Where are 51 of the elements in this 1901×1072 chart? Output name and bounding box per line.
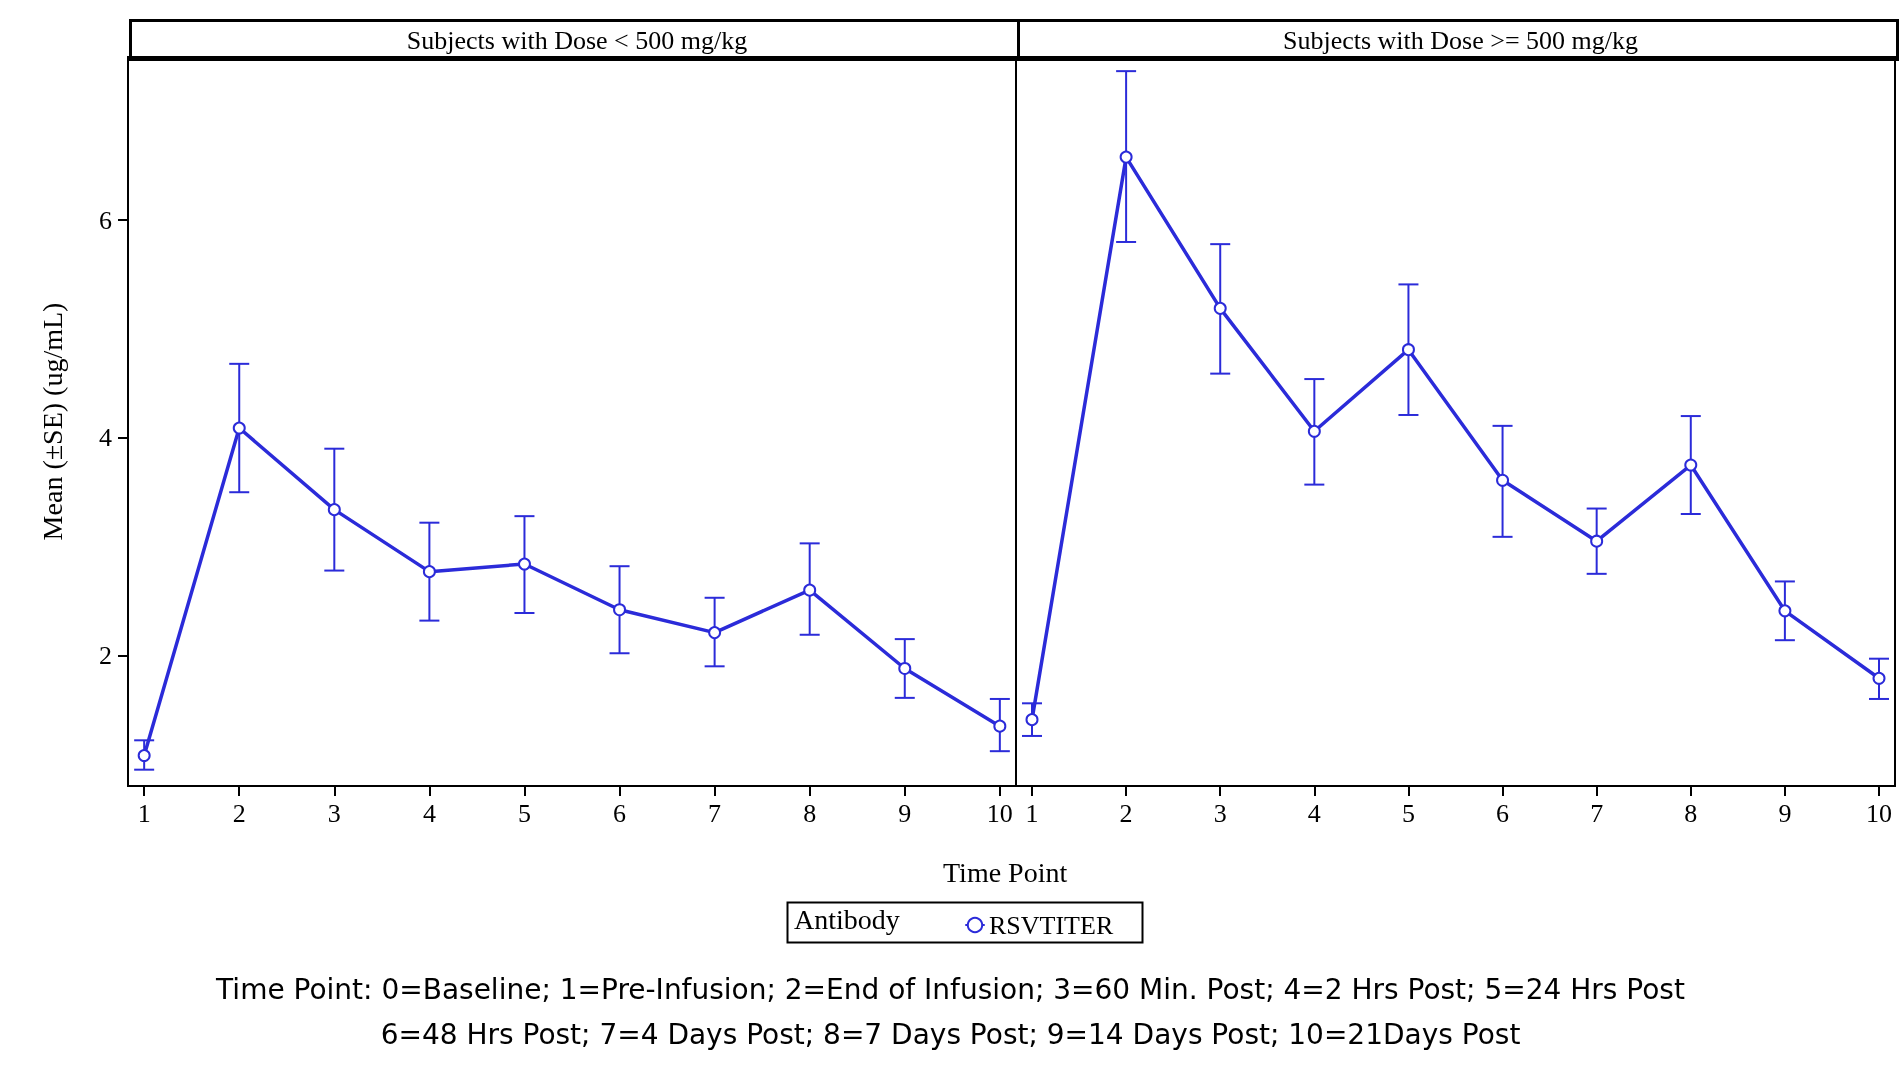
point [1684,458,1698,472]
text: 6=48 Hrs Post; 7=4 Days Post; 8=7 Days Post; 9=14 Days Post; 10=21Days Post [380,1017,1521,1051]
x-axis-title: Time Point [943,856,1068,888]
point [1119,150,1133,164]
x-tick-label: 8 [1684,798,1698,828]
point [327,503,341,517]
point [1025,713,1039,727]
y-tick-label: 6 [99,205,112,235]
x-tick-label: 1 [1025,798,1039,828]
x-tick-label: 4 [1307,798,1321,828]
x-tick-label: 7 [708,798,722,828]
x-tick-label: 6 [1496,798,1510,828]
y-tick-label: 2 [99,640,112,670]
point [517,557,531,571]
point [1590,534,1604,548]
point [1778,604,1792,618]
x-tick-label: 4 [422,798,436,828]
x-tick-label: 2 [1119,798,1133,828]
chart-title: Subjects with Dose < 500 mg/kg [406,25,748,55]
chart-title: Subjects with Dose >= 500 mg/kg [1282,25,1639,55]
y-axis-title: Mean (±SE) (ug/mL) [36,302,68,541]
point [1213,301,1227,315]
legend-label: RSVTITER [989,910,1114,940]
y-tick-label: 4 [99,423,112,453]
x-tick-label: 6 [613,798,627,828]
x-tick-label: 9 [1778,798,1792,828]
point [422,565,436,579]
x-tick-label: 3 [327,798,341,828]
point [1496,473,1510,487]
x-tick-label: 7 [1590,798,1604,828]
point [803,583,817,597]
point [232,421,246,435]
point [1401,343,1415,357]
x-tick-label: 1 [137,798,151,828]
legend-title: Antibody [794,903,900,935]
x-tick-label: 5 [1401,798,1415,828]
x-tick-label: 5 [517,798,531,828]
x-tick-label: 3 [1213,798,1227,828]
point [613,603,627,617]
point [1307,424,1321,438]
x-tick-label: 10 [1866,798,1892,828]
point [898,661,912,675]
x-tick-label: 9 [898,798,912,828]
point [708,626,722,640]
x-tick-label: 10 [986,798,1013,828]
point [1872,671,1886,685]
point [137,749,151,763]
point [993,719,1007,733]
x-tick-label: 8 [803,798,817,828]
text: Time Point: 0=Baseline; 1=Pre-Infusion; 2=End of Infusion; 3=60 Min. Post; 4=2 Hrs Post; 5=24 Hrs Post [215,972,1685,1006]
x-tick-label: 2 [232,798,246,828]
